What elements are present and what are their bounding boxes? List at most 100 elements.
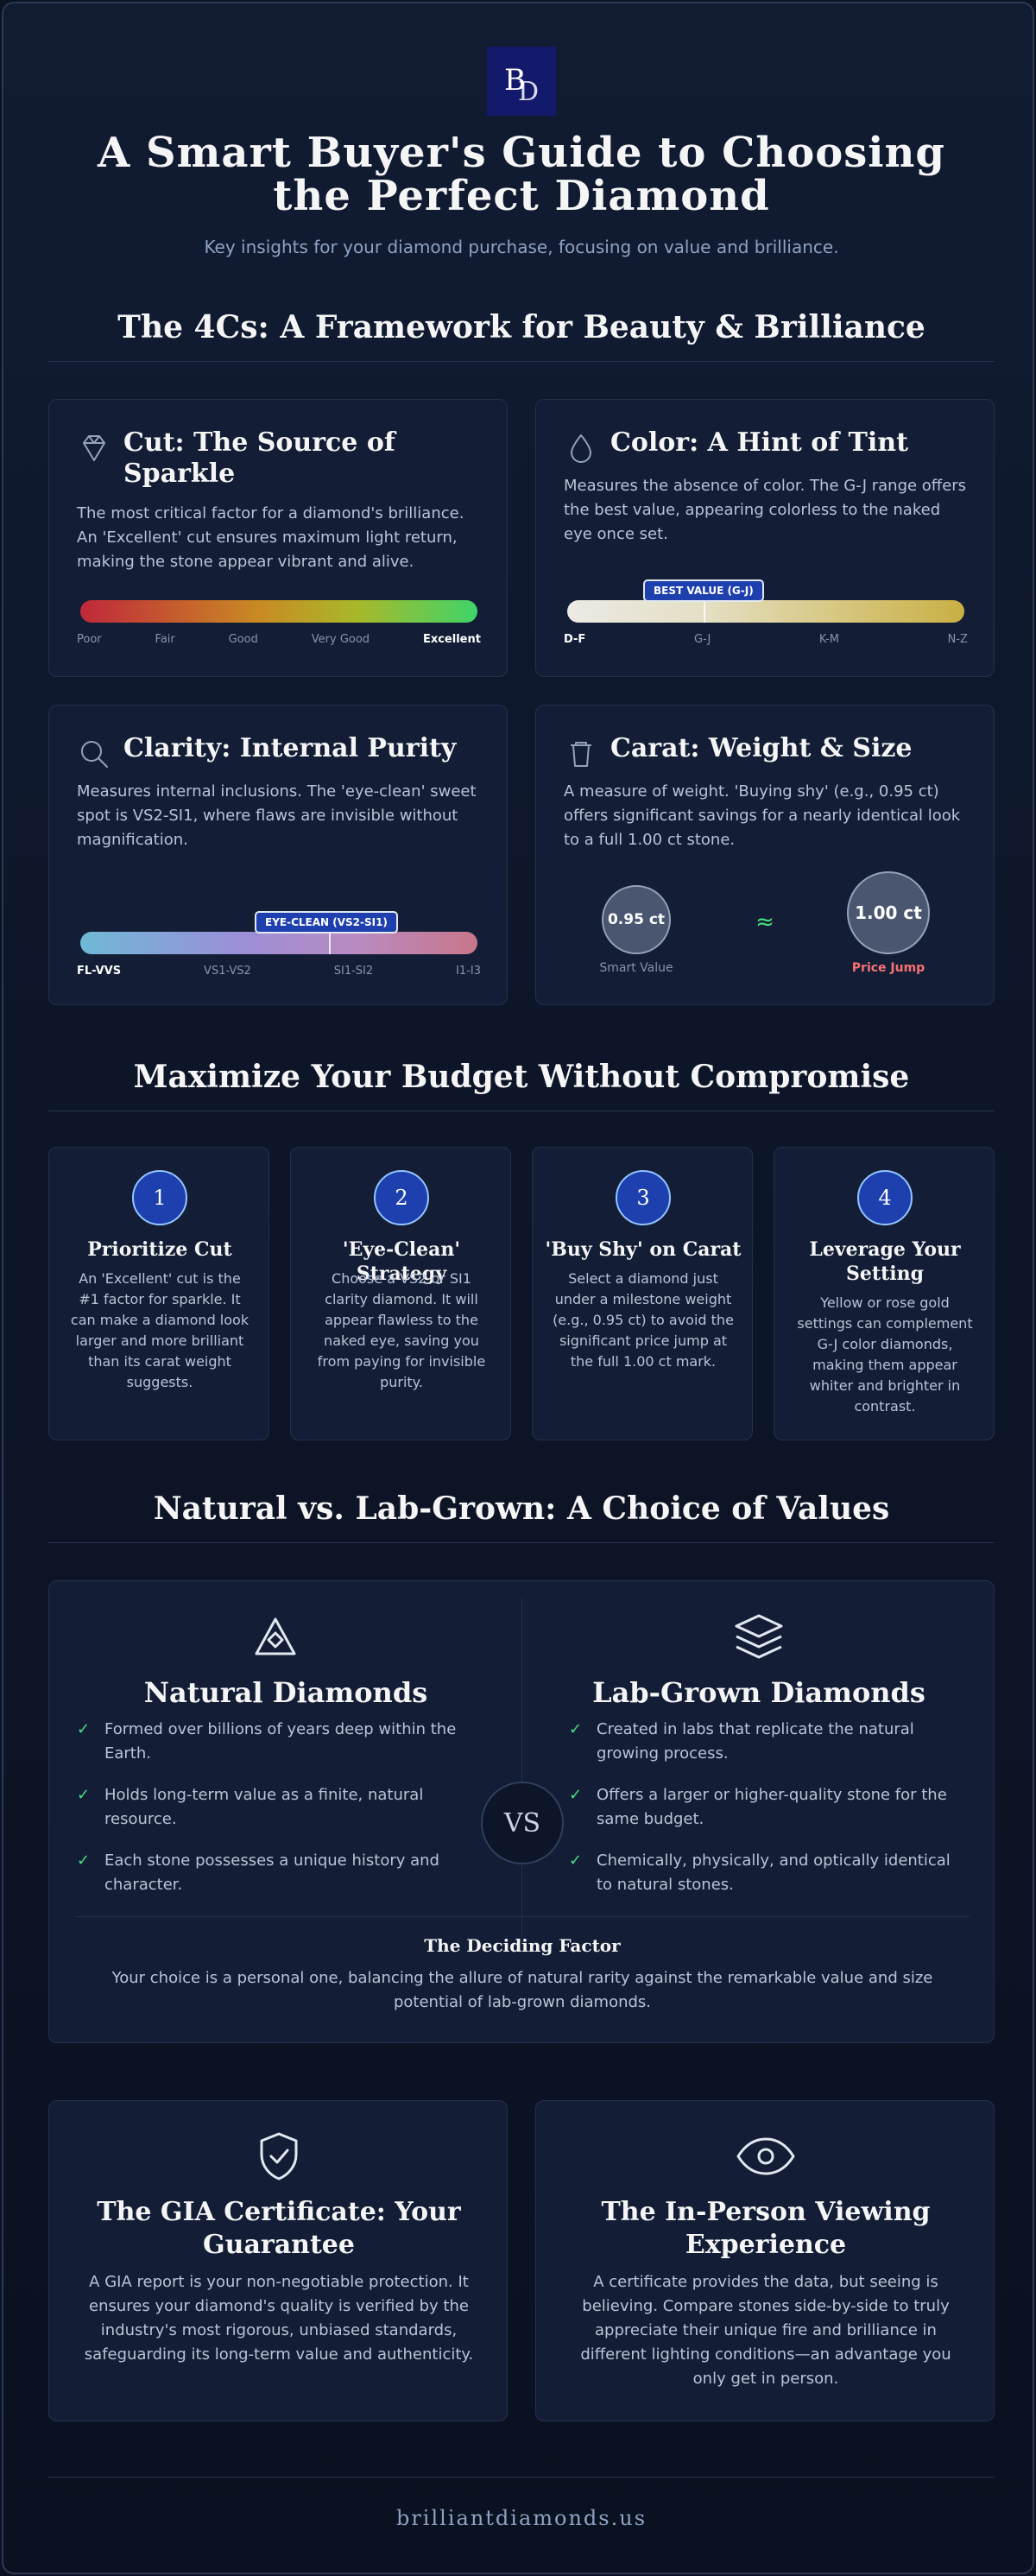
list-item: ✓ Created in labs that replicate the natu…: [569, 1718, 966, 1766]
list-item: ✓ Holds long-term value as a finite, natu…: [77, 1783, 465, 1832]
check-icon: ✓: [569, 1720, 583, 1738]
step-number: 2: [374, 1170, 429, 1225]
clarity-scale-label: FL-VVS: [77, 965, 122, 978]
divider: [48, 2477, 995, 2478]
list-item: ✓ Offers a larger or higher-quality stone…: [569, 1783, 966, 1832]
check-icon: ✓: [77, 1720, 91, 1738]
color-scale-labels: D-F G-J K-M N-Z: [564, 633, 968, 646]
brand-logo: B D: [487, 47, 556, 116]
carat-price-jump-label: Price Jump: [851, 961, 925, 975]
lab-list: ✓ Created in labs that replicate the natu…: [569, 1718, 966, 1915]
list-item-text: Chemically, physically, and optically id…: [597, 1851, 951, 1894]
color-scale-label: N-Z: [947, 633, 968, 646]
eye-icon: [736, 2137, 795, 2175]
cut-scale-label-excellent: Excellent: [422, 633, 481, 646]
cut-scale-label: Good: [228, 633, 258, 646]
list-item-text: Formed over billions of years deep withi…: [104, 1720, 457, 1763]
list-item-text: Each stone possesses a unique history an…: [104, 1851, 439, 1894]
natural-title: Natural Diamonds: [143, 1676, 428, 1709]
step-text: An 'Excellent' cut is the #1 factor for …: [70, 1270, 250, 1390]
carat-smart-value-label: Smart Value: [599, 961, 673, 975]
list-item-text: Holds long-term value as a finite, natur…: [104, 1786, 424, 1828]
diamond-icon: [83, 435, 105, 461]
color-scale-label: D-F: [564, 633, 586, 646]
cut-scale-labels: Poor Fair Good Very Good Excellent: [77, 633, 481, 646]
mountain-icon: [255, 1617, 296, 1655]
logo-mark: B D: [504, 63, 539, 107]
step-title: 'Buy Shy' on Carat: [545, 1238, 742, 1261]
natural-list: ✓ Formed over billions of years deep with…: [77, 1718, 465, 1915]
color-value-marker: [704, 600, 705, 623]
color-title: Color: A Hint of Tint: [610, 427, 908, 458]
carat-card: Carat: Weight & Size A measure of weight…: [535, 705, 995, 1005]
cut-scale-label: Poor: [77, 633, 102, 646]
clarity-scale-label: VS1-VS2: [204, 965, 251, 978]
list-item-text: Offers a larger or higher-quality stone …: [597, 1786, 947, 1828]
tip-card: 1 Prioritize Cut An 'Excellent' cut is t…: [48, 1147, 269, 1440]
section-title-budget: Maximize Your Budget Without Compromise: [133, 1059, 910, 1095]
step-number: 1: [132, 1170, 187, 1225]
check-icon: ✓: [569, 1851, 583, 1870]
clarity-scale-bar: [80, 932, 477, 954]
cut-scale-bar: [80, 600, 477, 623]
viewing-title: The In-Person Viewing Experience: [601, 2197, 931, 2260]
clarity-scale-label: SI1-SI2: [333, 965, 374, 978]
viewing-text: A certificate provides the data, but see…: [580, 2273, 951, 2388]
step-title: Prioritize Cut: [87, 1238, 232, 1261]
clarity-card: Clarity: Internal Purity Measures intern…: [48, 705, 508, 1005]
footer-website-link[interactable]: brilliantdiamonds.us: [395, 2506, 648, 2530]
color-scale-label: G-J: [693, 633, 711, 646]
divider: [48, 361, 995, 362]
check-icon: ✓: [77, 1786, 91, 1804]
drop-icon: [571, 434, 591, 463]
versus-divider: [521, 1598, 522, 1944]
tip-card: 2 'Eye-Clean' Strategy Choose a VS2 or S…: [290, 1147, 511, 1440]
color-scale-bar: [567, 600, 964, 623]
tip-card: 3 'Buy Shy' on Carat Select a diamond ju…: [532, 1147, 753, 1440]
weight-icon: [571, 742, 591, 767]
cut-scale-label: Fair: [155, 633, 175, 646]
color-text: Measures the absence of color. The G-J r…: [564, 477, 967, 543]
color-best-value-badge: BEST VALUE (G-J): [643, 579, 764, 602]
step-number: 3: [616, 1170, 671, 1225]
carat-title: Carat: Weight & Size: [610, 733, 913, 763]
gia-text: A GIA report is your non-negotiable prot…: [84, 2273, 474, 2364]
cut-text: The most critical factor for a diamond's…: [77, 504, 464, 571]
search-icon: [81, 741, 108, 768]
section-title-4cs: The 4Cs: A Framework for Beauty & Brilli…: [117, 309, 925, 345]
svg-text:B: B: [504, 63, 526, 98]
list-item: ✓ Chemically, physically, and optically i…: [569, 1849, 966, 1897]
section-title-versus: Natural vs. Lab-Grown: A Choice of Value…: [153, 1491, 890, 1527]
layers-icon: [735, 1614, 783, 1659]
clarity-value-marker: [329, 932, 331, 954]
step-text: Select a diamond just under a milestone …: [553, 1270, 734, 1370]
step-text: Choose a VS2 or SI1 clarity diamond. It …: [317, 1270, 486, 1390]
list-item-text: Created in labs that replicate the natur…: [597, 1720, 914, 1763]
cut-card: Cut: The Source of Sparkle The most crit…: [48, 399, 508, 677]
page-title: A Smart Buyer's Guide to Choosing the Pe…: [98, 129, 945, 220]
clarity-eye-clean-badge: EYE-CLEAN (VS2-SI1): [255, 911, 398, 934]
approx-symbol: ≈: [755, 909, 774, 935]
page-subtitle: Key insights for your diamond purchase, …: [204, 237, 839, 257]
step-title: Leverage Your Setting: [809, 1238, 961, 1285]
step-number: 4: [857, 1170, 913, 1225]
versus-card: Natural Diamonds ✓ Formed over billions o…: [48, 1580, 995, 2043]
vs-badge: VS: [481, 1782, 564, 1864]
step-title: 'Eye-Clean' Strategy: [342, 1238, 461, 1285]
svg-text:D: D: [518, 77, 539, 107]
carat-text: A measure of weight. 'Buying shy' (e.g.,…: [564, 782, 961, 849]
clarity-text: Measures internal inclusions. The 'eye-c…: [77, 782, 477, 849]
divider: [75, 1916, 970, 1917]
tip-card: 4 Leverage Your Setting Yellow or rose g…: [774, 1147, 995, 1440]
step-text: Yellow or rose gold settings can complem…: [797, 1294, 973, 1415]
lab-title: Lab-Grown Diamonds: [592, 1676, 925, 1709]
clarity-scale-label: I1-I3: [456, 965, 481, 978]
viewing-card: The In-Person Viewing Experience A certi…: [535, 2100, 995, 2421]
carat-smart-value-circle: 0.95 ct: [602, 885, 671, 954]
deciding-factor-text: Your choice is a personal one, balancing…: [111, 1969, 933, 2011]
clarity-scale-labels: FL-VVS VS1-VS2 SI1-SI2 I1-I3: [77, 965, 481, 978]
check-icon: ✓: [569, 1786, 583, 1804]
color-scale-label: K-M: [818, 633, 839, 646]
shield-check-icon: [260, 2132, 298, 2180]
